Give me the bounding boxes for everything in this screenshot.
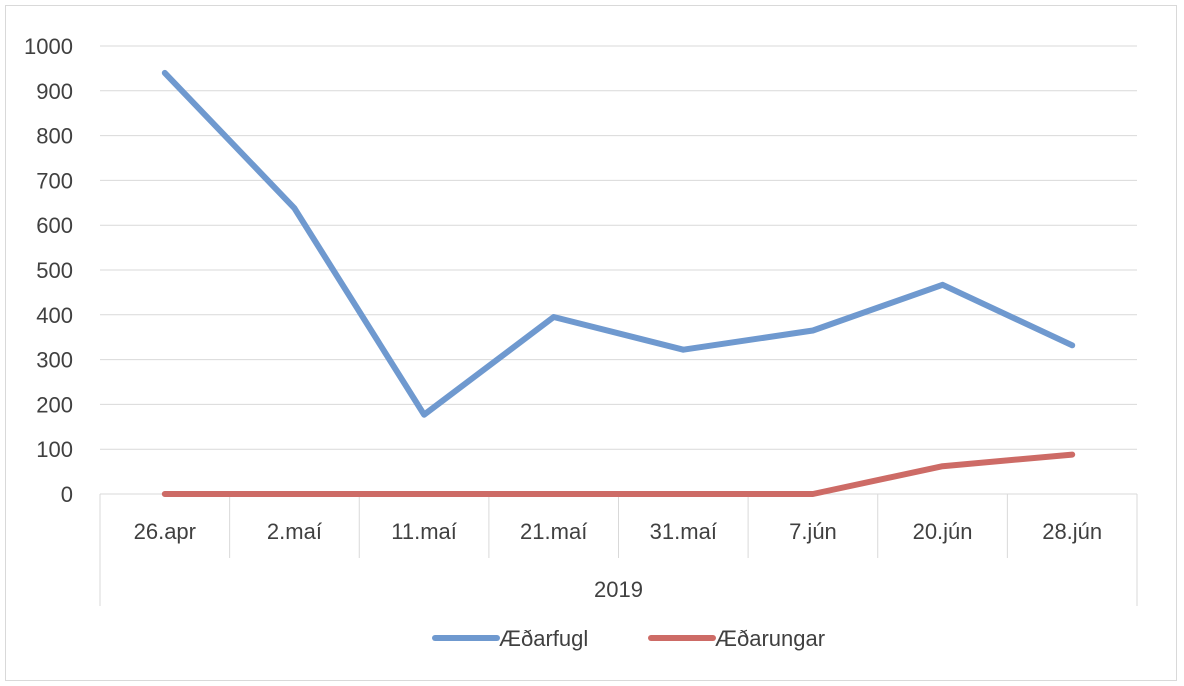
y-tick-label: 100 (36, 437, 73, 462)
series-line (161, 69, 1076, 418)
x-tick-label: 28.jún (1042, 519, 1102, 544)
chart-frame (5, 5, 1177, 681)
y-tick-label: 400 (36, 303, 73, 328)
x-tick-label: 20.jún (913, 519, 973, 544)
x-tick-label: 31.maí (650, 519, 717, 544)
y-tick-label: 1000 (24, 34, 73, 59)
y-tick-label: 200 (36, 392, 73, 417)
legend: Æðarfugl Æðarungar (432, 626, 825, 651)
x-group-label: 2019 (594, 577, 643, 602)
legend-label: Æðarungar (715, 626, 825, 651)
x-tick-label: 7.jún (789, 519, 837, 544)
series-line (161, 451, 1076, 497)
y-tick-label: 800 (36, 124, 73, 149)
y-tick-label: 900 (36, 79, 73, 104)
y-tick-label: 300 (36, 348, 73, 373)
x-tick-label: 21.maí (520, 519, 587, 544)
x-axis: 26.apr 2.maí 11.maí 21.maí 31.maí 7.jún 20.jún… (99, 494, 1138, 606)
legend-label: Æðarfugl (499, 626, 588, 651)
x-tick-label: 2.maí (267, 519, 322, 544)
y-axis: 0 100 200 300 400 500 600 700 800 900 1000 (24, 34, 73, 507)
y-tick-label: 700 (36, 168, 73, 193)
series-lines (161, 69, 1076, 497)
y-tick-label: 500 (36, 258, 73, 283)
y-tick-label: 600 (36, 213, 73, 238)
y-tick-label: 0 (61, 482, 73, 507)
x-tick-label: 11.maí (391, 519, 457, 544)
x-tick-label: 26.apr (134, 519, 196, 544)
gridlines (100, 45, 1137, 495)
